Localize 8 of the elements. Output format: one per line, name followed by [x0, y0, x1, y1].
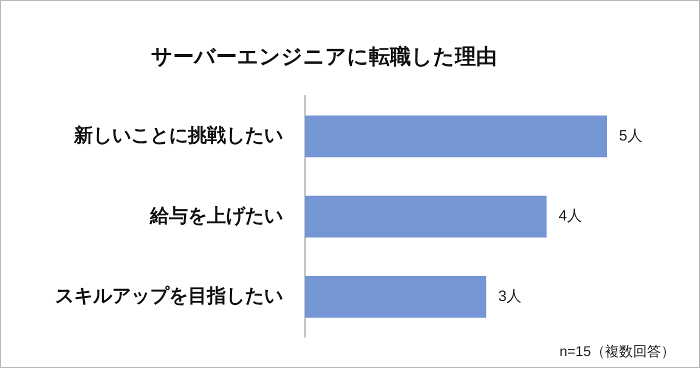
y-tick-label: 新しいことに挑戦したい: [73, 124, 283, 147]
data-label: 5人: [619, 127, 642, 144]
text: n=15（複数回答）: [559, 342, 675, 359]
y-tick-label: 給与を上げたい: [149, 204, 283, 227]
data-label: 3人: [498, 288, 522, 306]
data-label: 4人: [558, 208, 582, 225]
chart-title: サーバーエンジニアに転職した理由: [151, 44, 497, 68]
y-tick-label: スキルアップを目指したい: [55, 285, 283, 308]
